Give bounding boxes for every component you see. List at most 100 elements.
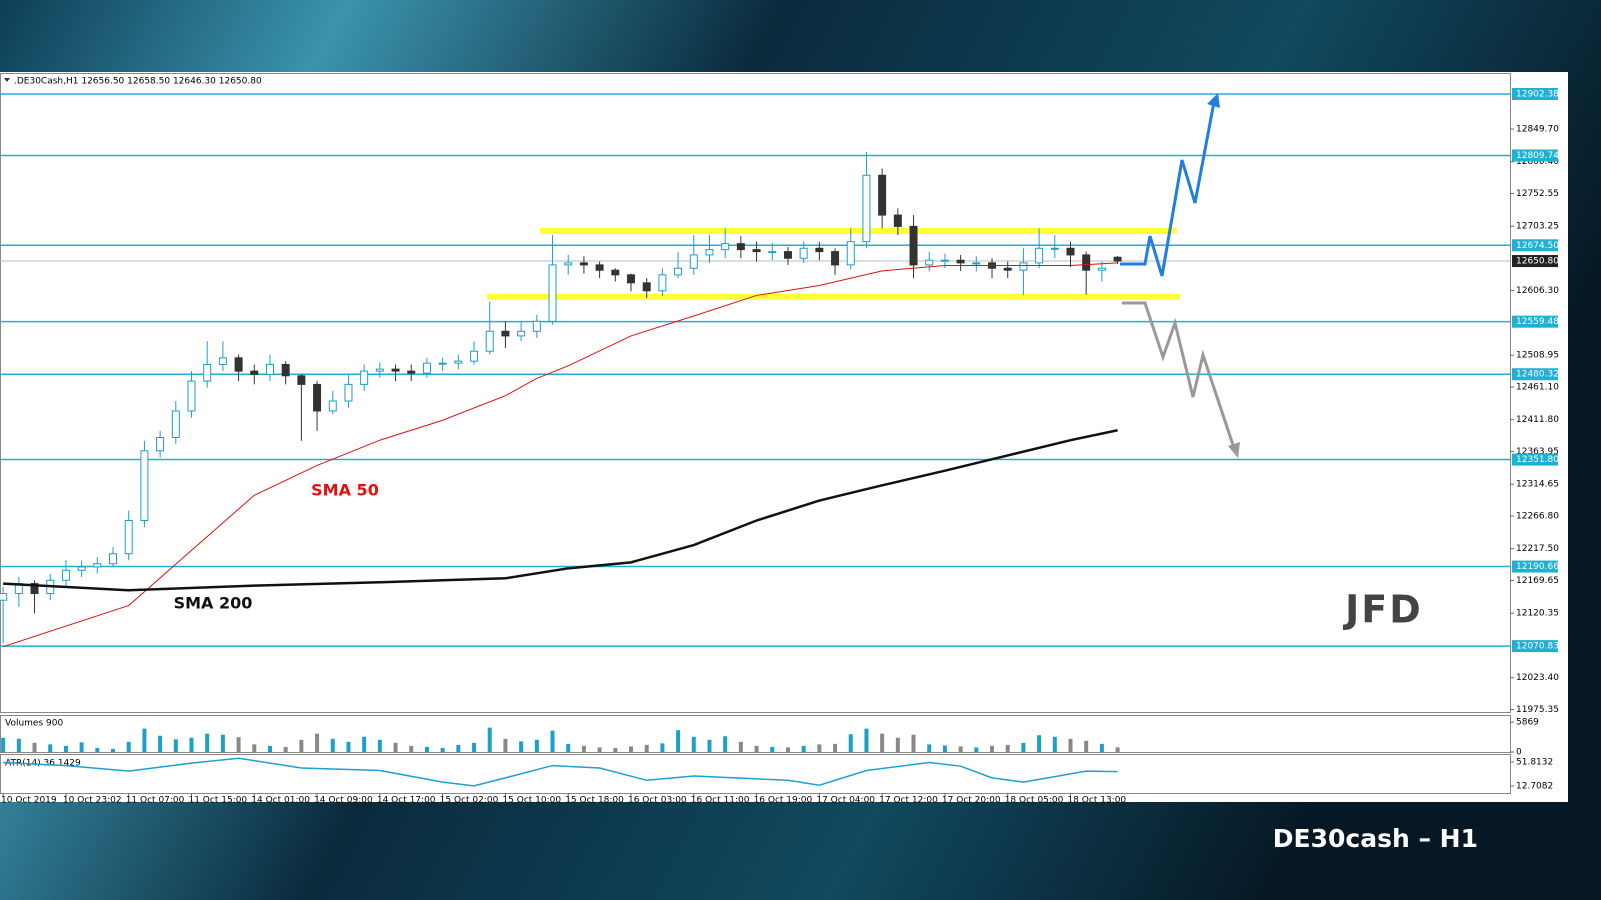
volume-bar: [220, 734, 225, 752]
volume-bar: [911, 734, 916, 752]
volume-bar: [676, 730, 681, 752]
volume-bar: [48, 744, 53, 752]
level-label: 12902.38: [1516, 89, 1559, 99]
candle-body: [1113, 256, 1122, 262]
volume-bar: [770, 746, 775, 752]
volume-bar: [958, 746, 963, 752]
volume-bar: [848, 734, 853, 752]
candle-body: [1019, 262, 1028, 271]
x-tick-label: 17 Oct 12:00: [879, 796, 938, 806]
candle-body: [297, 375, 306, 385]
volume-bar: [1068, 738, 1073, 752]
panel-title: ATR(14) 36.1429: [5, 759, 81, 769]
volume-bar: [63, 745, 68, 752]
level-label-bg: [1512, 640, 1558, 653]
volume-bar: [111, 748, 116, 752]
chart-window: [0, 72, 1568, 802]
volume-bar: [864, 728, 869, 752]
volume-bar: [723, 736, 728, 752]
volume-bar: [409, 745, 414, 752]
volume-bar: [817, 744, 822, 752]
volume-bar: [550, 730, 555, 752]
y-tick-label: 12169.65: [1516, 576, 1559, 586]
volume-bar: [1099, 743, 1104, 752]
volume-bar: [942, 745, 947, 752]
volume-bar: [1021, 742, 1026, 752]
candle-body: [925, 259, 934, 266]
level-label-bg: [1512, 149, 1558, 162]
candle-body: [501, 330, 510, 337]
candle-body: [1097, 267, 1106, 271]
volume-bar: [927, 744, 932, 752]
volume-bar: [267, 745, 272, 752]
logo: JFD: [1342, 588, 1423, 632]
volume-bar: [142, 728, 147, 752]
y-tick-label: 11975.35: [1516, 705, 1559, 715]
volume-bar: [738, 741, 743, 752]
candle-body: [1050, 247, 1059, 250]
candle-body: [328, 400, 337, 412]
candle-body: [721, 243, 730, 251]
y-tick-label: 12.7082: [1516, 781, 1553, 791]
level-label-bg: [1512, 560, 1558, 573]
volume-bar: [472, 742, 477, 752]
volume-bar: [628, 746, 633, 752]
candle-body: [611, 269, 620, 276]
y-tick-label: 12461.10: [1516, 382, 1559, 392]
volume-bar: [126, 741, 131, 752]
bull-arrow-head: [1207, 93, 1220, 108]
volume-bar: [252, 744, 257, 752]
candle-body: [124, 520, 133, 555]
volume-bar: [487, 727, 492, 752]
candle-body: [831, 251, 840, 266]
y-tick-label: 12217.50: [1516, 544, 1559, 554]
candle-body: [485, 330, 494, 352]
x-tick-label: 11 Oct 15:00: [188, 796, 247, 806]
y-tick-label: 0: [1516, 748, 1522, 758]
candle-body: [422, 362, 431, 374]
level-label: 12809.74: [1516, 151, 1559, 161]
volume-bar: [16, 738, 21, 752]
candle-body: [438, 362, 447, 365]
x-tick-label: 14 Oct 01:00: [251, 796, 310, 806]
y-tick-label: 12703.25: [1516, 222, 1559, 232]
x-tick-label: 17 Oct 20:00: [942, 796, 1001, 806]
volume-bar: [613, 747, 618, 752]
volume-bar: [707, 739, 712, 752]
volume-bar: [880, 733, 885, 752]
sma-label: SMA 200: [174, 594, 253, 613]
candle-body: [391, 368, 400, 372]
candle-body: [595, 264, 604, 271]
level-label: 12674.50: [1516, 241, 1559, 251]
volume-bar: [754, 745, 759, 752]
y-tick-label: 12411.80: [1516, 415, 1559, 425]
x-tick-label: 15 Oct 18:00: [565, 796, 624, 806]
volume-bar: [173, 739, 178, 752]
volume-bar: [785, 747, 790, 752]
volume-bar: [346, 741, 351, 752]
x-tick-label: 10 Oct 23:02: [63, 796, 122, 806]
candle-body: [234, 357, 243, 372]
x-tick-label: 14 Oct 09:00: [314, 796, 373, 806]
volume-bar: [1, 737, 6, 752]
candle-body: [783, 251, 792, 259]
candle-body: [674, 267, 683, 276]
x-tick-label: 15 Oct 10:00: [502, 796, 561, 806]
volume-panel: [0, 715, 1511, 753]
volume-bar: [1005, 744, 1010, 752]
volume-bar: [503, 738, 508, 752]
candle-body: [689, 254, 698, 269]
y-tick-label: 12800.40: [1516, 157, 1559, 167]
candle-body: [77, 566, 86, 571]
y-tick-label: 12606.30: [1516, 286, 1559, 296]
candle-body: [642, 282, 651, 292]
volume-bar: [644, 744, 649, 752]
volume-bar: [534, 739, 539, 752]
bear-arrow-head: [1228, 442, 1240, 458]
volume-bar: [299, 739, 304, 752]
level-label-bg: [1512, 239, 1558, 252]
candle-body: [470, 350, 479, 362]
volume-bar: [597, 747, 602, 752]
y-tick-label: 12752.55: [1516, 189, 1559, 199]
volume-bar: [158, 735, 163, 752]
